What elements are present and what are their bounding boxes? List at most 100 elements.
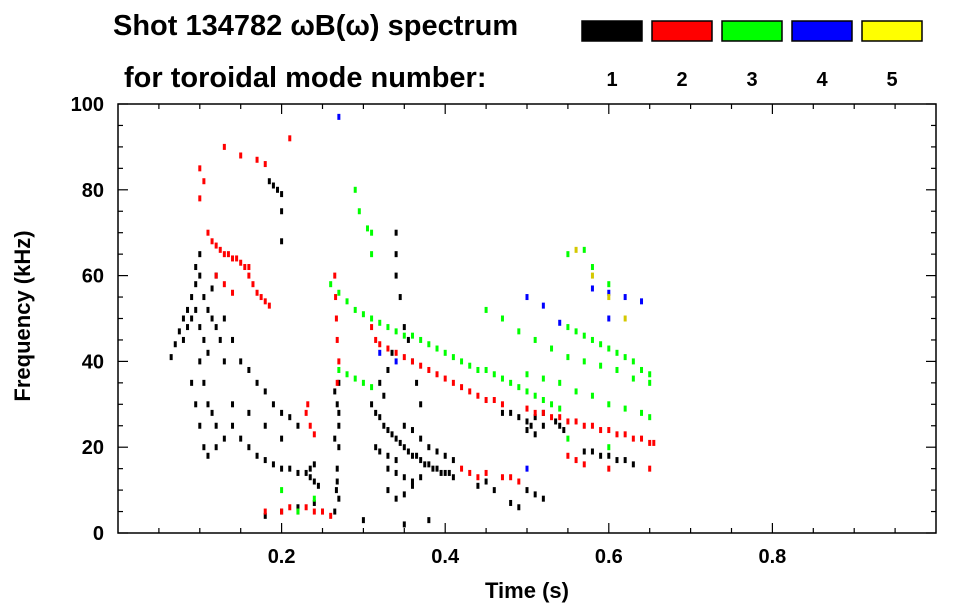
legend: 1 2 3 4 5 <box>581 20 923 91</box>
data-point <box>648 414 652 421</box>
data-point <box>378 414 382 421</box>
data-point <box>533 409 537 416</box>
data-point <box>394 495 398 502</box>
data-point <box>177 328 181 335</box>
data-point <box>353 375 357 382</box>
data-point <box>541 375 545 382</box>
data-point <box>218 336 222 343</box>
chart-title-line1: Shot 134782 ωB(ω) spectrum <box>113 10 518 42</box>
data-point <box>374 336 378 343</box>
data-point <box>206 452 210 459</box>
data-point <box>271 401 275 408</box>
data-point <box>353 306 357 313</box>
data-point <box>247 366 251 373</box>
data-point <box>410 482 414 489</box>
data-point <box>525 418 529 425</box>
data-point <box>337 366 341 373</box>
data-point <box>280 409 284 416</box>
data-point <box>590 392 594 399</box>
data-point <box>390 349 394 356</box>
y-tick-label: 100 <box>71 94 104 116</box>
data-point <box>447 469 451 476</box>
data-point <box>427 366 431 373</box>
data-point <box>296 469 300 476</box>
data-point <box>525 294 529 301</box>
data-point <box>337 444 341 451</box>
data-point <box>484 397 488 404</box>
y-tick-labels: 0 20 40 60 80 100 <box>71 94 104 545</box>
data-point <box>312 508 316 515</box>
data-point <box>558 319 562 326</box>
data-point <box>640 366 644 373</box>
data-point <box>247 264 251 271</box>
data-point <box>623 354 627 361</box>
data-point <box>394 229 398 236</box>
data-point <box>529 422 533 429</box>
data-point <box>443 349 447 356</box>
data-point <box>533 491 537 498</box>
data-point <box>386 487 390 494</box>
data-point <box>198 251 202 258</box>
data-point <box>190 315 194 322</box>
data-point <box>525 371 529 378</box>
data-point <box>509 409 513 416</box>
data-point <box>210 409 214 416</box>
data-point <box>558 405 562 412</box>
x-tick-labels: 0.2 0.4 0.6 0.8 <box>268 546 787 568</box>
data-point <box>181 336 185 343</box>
y-tick-label: 60 <box>82 266 104 288</box>
series-mode-1 <box>169 178 635 528</box>
data-point <box>194 281 198 288</box>
data-point <box>280 487 284 494</box>
data-point <box>500 401 504 408</box>
data-point <box>378 349 382 356</box>
series-mode-4 <box>337 113 644 472</box>
data-point <box>566 452 570 459</box>
data-point <box>599 427 603 434</box>
data-point <box>615 457 619 464</box>
axis-ticks <box>118 103 936 534</box>
data-point <box>206 401 210 408</box>
data-point <box>525 465 529 472</box>
data-point <box>566 354 570 361</box>
data-point <box>574 457 578 464</box>
data-point <box>337 495 341 502</box>
data-point <box>231 289 235 296</box>
data-point <box>394 349 398 356</box>
data-point <box>410 332 414 339</box>
data-point <box>582 358 586 365</box>
data-point <box>590 448 594 455</box>
data-point <box>386 366 390 373</box>
data-point <box>451 474 455 481</box>
data-point <box>198 272 202 279</box>
data-point <box>333 388 337 395</box>
data-point <box>312 461 316 468</box>
data-point <box>427 461 431 468</box>
data-point <box>194 264 198 271</box>
data-point <box>476 366 480 373</box>
data-point <box>509 379 513 386</box>
data-point <box>541 397 545 404</box>
data-point <box>210 315 214 322</box>
data-point <box>492 397 496 404</box>
data-point <box>190 294 194 301</box>
data-point <box>337 409 341 416</box>
data-point <box>206 229 210 236</box>
data-point <box>335 336 339 343</box>
data-point <box>648 465 652 472</box>
data-point <box>550 414 554 421</box>
data-point <box>468 362 472 369</box>
data-point <box>231 255 235 262</box>
data-point <box>378 341 382 348</box>
legend-swatch <box>651 20 713 42</box>
legend-label: 4 <box>816 69 828 91</box>
data-point <box>169 354 173 361</box>
data-point <box>623 431 627 438</box>
data-point <box>402 422 406 429</box>
data-point <box>476 392 480 399</box>
x-axis-title: Time (s) <box>485 578 569 603</box>
data-point <box>231 336 235 343</box>
data-point <box>566 435 570 442</box>
data-point <box>443 452 447 459</box>
data-point <box>259 294 263 301</box>
